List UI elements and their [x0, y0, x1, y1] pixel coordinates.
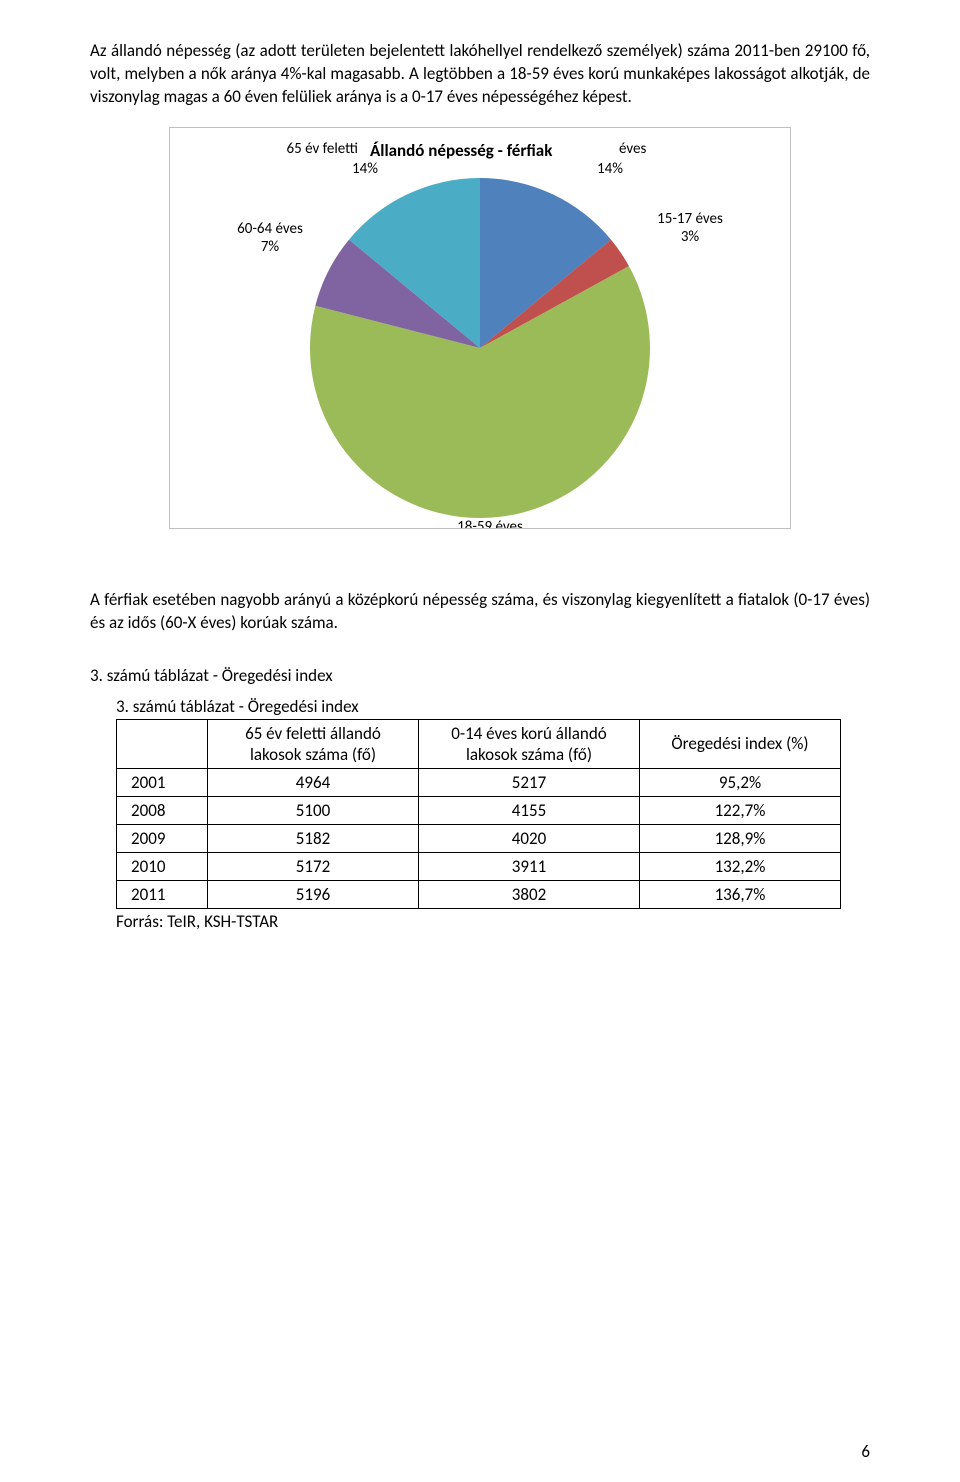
- th-col-3: Öregedési index (%): [640, 719, 841, 768]
- cell-year: 2011: [117, 880, 208, 908]
- th-col-1: 65 év feletti állandó lakosok száma (fő): [208, 719, 419, 768]
- cell-65plus: 5196: [208, 880, 419, 908]
- table-source: Forrás: TeIR, KSH-TSTAR: [116, 911, 870, 932]
- th-col-1-line1: 65 év feletti állandó: [245, 723, 381, 744]
- cell-year: 2009: [117, 824, 208, 852]
- label-0-14-pct: 14%: [590, 160, 630, 178]
- paragraph-1: Az állandó népesség (az adott területen …: [90, 40, 870, 109]
- th-year-blank: [117, 719, 208, 768]
- label-15-17-name: 15-17 éves: [657, 210, 723, 228]
- cell-65plus: 5172: [208, 852, 419, 880]
- label-15-17: 15-17 éves 3%: [645, 210, 735, 246]
- label-60-64-name: 60-64 éves: [237, 220, 303, 238]
- table-row: 200851004155122,7%: [117, 796, 841, 824]
- chart-title: Állandó népesség - férfiak: [370, 140, 552, 161]
- cell-index: 122,7%: [640, 796, 841, 824]
- table-caption: 3. számú táblázat - Öregedési index: [116, 696, 870, 717]
- table-heading: 3. számú táblázat - Öregedési index: [90, 665, 870, 686]
- aging-index-table: 65 év feletti állandó lakosok száma (fő)…: [116, 719, 841, 909]
- table-body: 20014964521795,2%200851004155122,7%20095…: [117, 768, 841, 908]
- label-60-64: 60-64 éves 7%: [225, 220, 315, 256]
- label-60-64-pct: 7%: [261, 238, 279, 256]
- cell-year: 2010: [117, 852, 208, 880]
- cell-index: 136,7%: [640, 880, 841, 908]
- document-page: Az állandó népesség (az adott területen …: [0, 0, 960, 1482]
- cell-year: 2008: [117, 796, 208, 824]
- cell-0-14: 4020: [419, 824, 640, 852]
- table-row: 200951824020128,9%: [117, 824, 841, 852]
- cell-year: 2001: [117, 768, 208, 796]
- table-header-row: 65 év feletti állandó lakosok száma (fő)…: [117, 719, 841, 768]
- table-row: 201151963802136,7%: [117, 880, 841, 908]
- cell-65plus: 4964: [208, 768, 419, 796]
- cell-0-14: 5217: [419, 768, 640, 796]
- paragraph-2: A férfiak esetében nagyobb arányú a közé…: [90, 589, 870, 635]
- cell-index: 132,2%: [640, 852, 841, 880]
- table-row: 20014964521795,2%: [117, 768, 841, 796]
- th-col-2-line2: lakosok száma (fő): [466, 744, 592, 765]
- overlay-left-label: 65 év feletti: [278, 140, 358, 158]
- cell-0-14: 4155: [419, 796, 640, 824]
- pie-chart-container: 65 év feletti Állandó népesség - férfiak…: [169, 127, 791, 529]
- cell-0-14: 3911: [419, 852, 640, 880]
- label-15-17-pct: 3%: [681, 228, 699, 246]
- pie-chart: [310, 178, 650, 518]
- overlay-right-label: éves: [619, 140, 679, 158]
- th-col-1-line2: lakosok száma (fő): [250, 744, 376, 765]
- page-number: 6: [861, 1441, 870, 1462]
- cell-65plus: 5100: [208, 796, 419, 824]
- th-col-2-line1: 0-14 éves korú állandó: [451, 723, 606, 744]
- th-col-2: 0-14 éves korú állandó lakosok száma (fő…: [419, 719, 640, 768]
- label-18-59: 18-59 éves: [445, 518, 535, 529]
- cell-0-14: 3802: [419, 880, 640, 908]
- cell-65plus: 5182: [208, 824, 419, 852]
- cell-index: 95,2%: [640, 768, 841, 796]
- cell-index: 128,9%: [640, 824, 841, 852]
- table-row: 201051723911132,2%: [117, 852, 841, 880]
- label-65plus-pct: 14%: [345, 160, 385, 178]
